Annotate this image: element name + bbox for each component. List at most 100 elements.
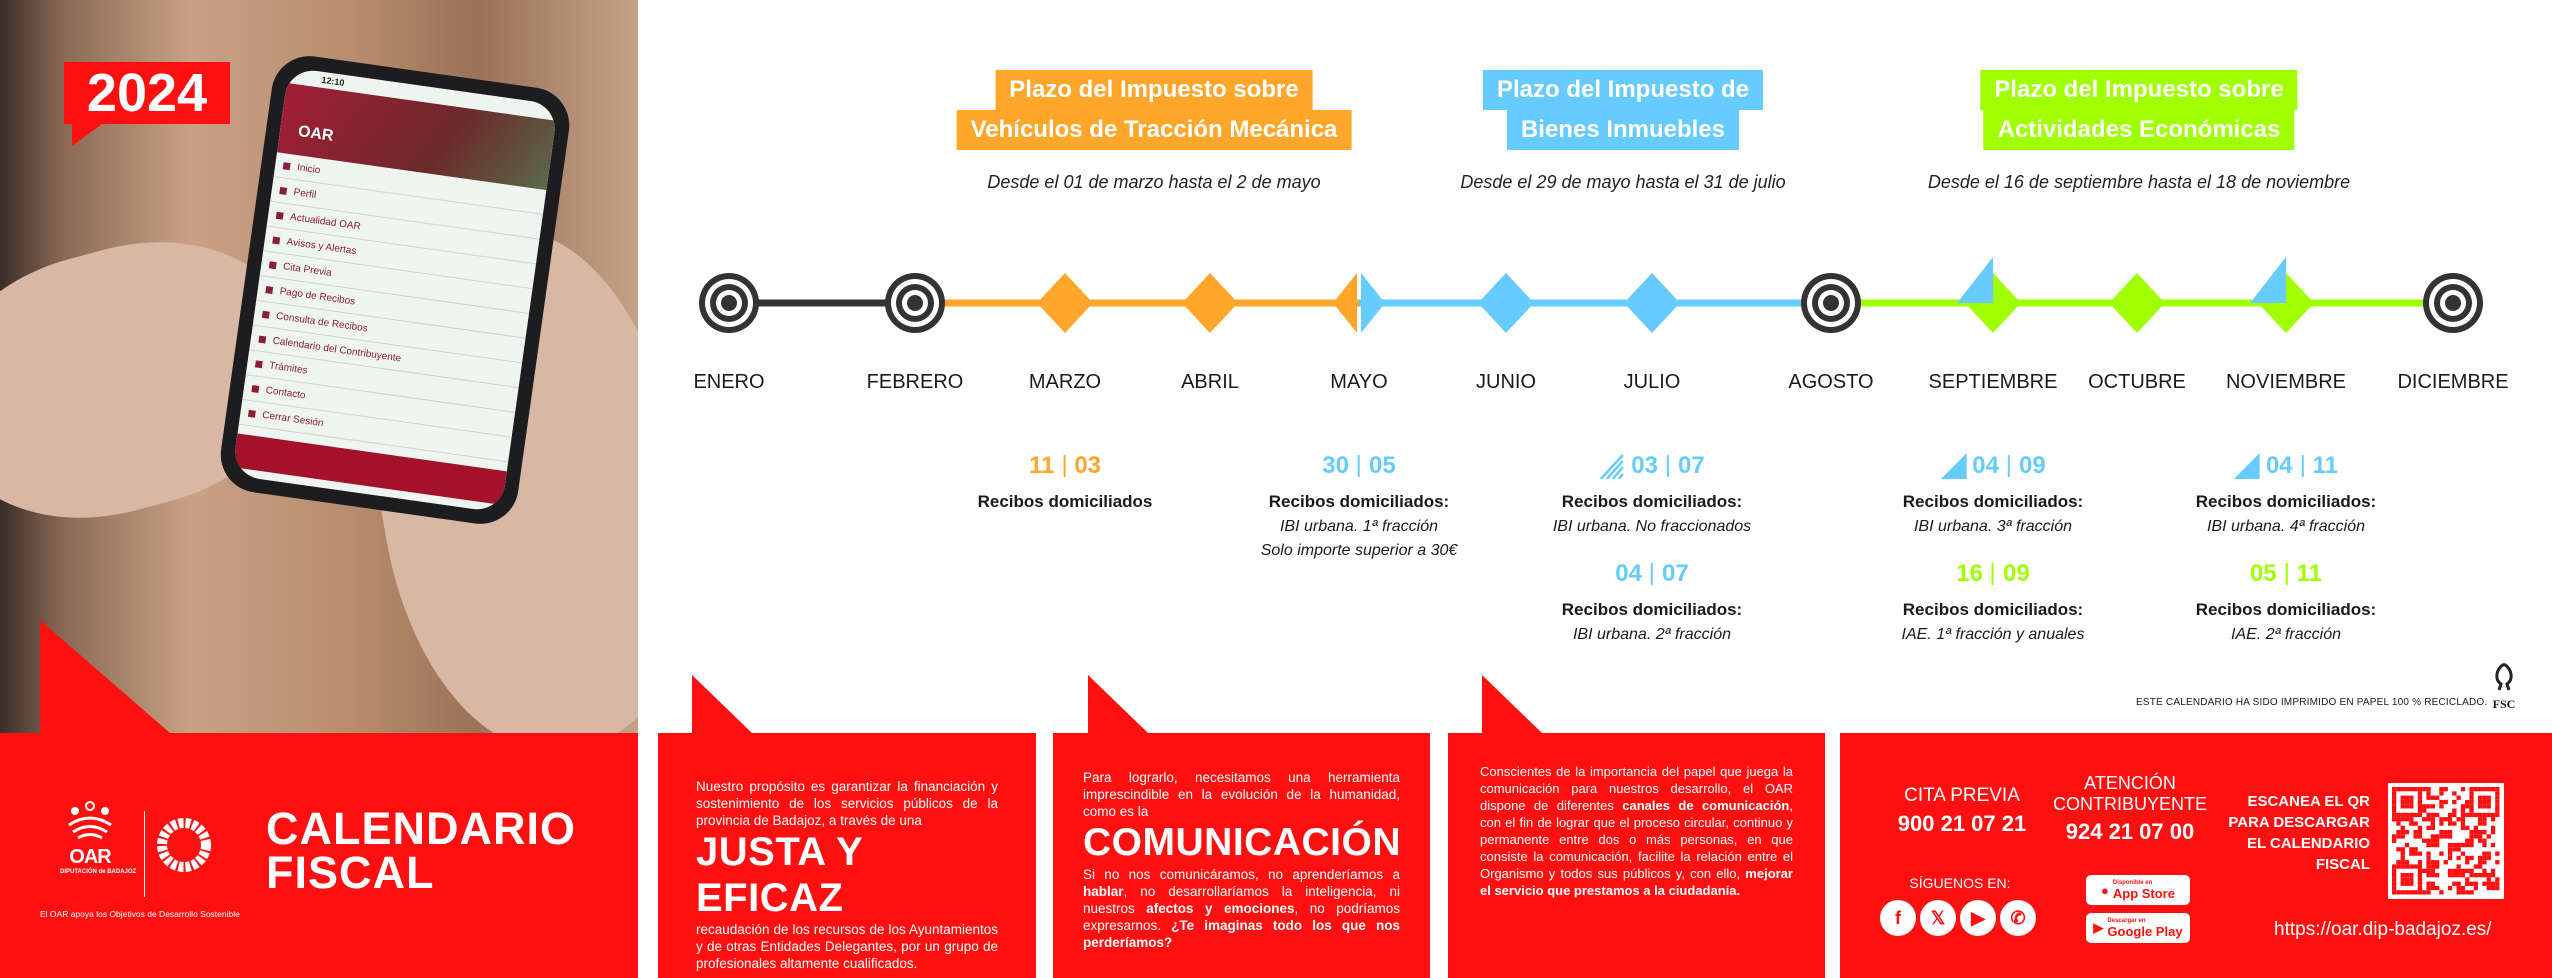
receipt-detail: IAE. 1ª fracción y anuales [1901,626,2085,643]
receipt-label: Recibos domiciliados: [1561,600,1743,619]
tax-title-line: Plazo del Impuesto de [1482,70,1764,110]
receipt-date: 04 11 [2196,452,2376,480]
website-link[interactable]: https://oar.dip-badajoz.es/ [2274,919,2492,940]
qr-code[interactable] [2388,783,2504,899]
receipt-label: Recibos domiciliados: [1268,492,1450,511]
cita-phone[interactable]: 900 21 07 21 [1897,811,2027,836]
whatsapp-icon[interactable]: ✆ [2000,900,2036,936]
body-text: , con el fin de lograr que el proceso ci… [1480,798,1793,881]
oar-crown-icon [68,801,112,840]
google-play-button[interactable]: ▶ Descargar en Google Play [2086,913,2190,943]
receipt-month: 05 [1369,452,1396,479]
month-label: ENERO [693,371,765,393]
month-label: ABRIL [1181,371,1239,393]
tax-title: Plazo del Impuesto de Bienes Inmuebles [1482,70,1764,150]
youtube-icon[interactable]: ▶ [1960,900,1996,936]
month-label: JUNIO [1476,371,1536,393]
receipt-label: Recibos domiciliados: [1902,492,2084,511]
qr-caption-line: FISCAL [2315,856,2370,873]
receipt-label: Recibos domiciliados: [2195,492,2377,511]
receipt-date: 05 11 [2196,560,2376,588]
receipt-month: 09 [2003,560,2030,587]
month-label: MARZO [1028,371,1102,393]
receipt-date: 11 03 [978,452,1153,480]
receipt-label: Recibos domiciliados: [1902,600,2084,619]
receipt-detail: IBI urbana. No fraccionados [1552,518,1752,535]
app-store-button[interactable]: ● Disponible en App Store [2086,875,2190,905]
purpose-headline: JUSTA Y EFICAZ [696,830,863,920]
month-label: DICIEMBRE [2397,371,2509,393]
date-divider [1358,455,1360,477]
receipt-entry: 04 09 Recibos domiciliados: IBI urbana. 3ª … [1903,452,2083,536]
marker-diciembre [2423,273,2483,333]
body-bold: afectos y emociones [1146,901,1295,916]
receipt-entry: 04 11 Recibos domiciliados: IBI urbana. 4ª … [2196,452,2376,536]
red-corner-triangle [40,620,170,733]
atencion-phone[interactable]: 924 21 07 00 [2065,819,2195,844]
receipt-label: Recibos domiciliados: [1561,492,1743,511]
tax-title-line: Plazo del Impuesto sobre [1980,70,2298,110]
panel-triangle [1088,675,1148,733]
receipt-detail: IAE. 2ª fracción [2231,626,2341,643]
appstore-small-label: Disponible en [2112,879,2153,886]
receipt-label: Recibos domiciliados: [2195,600,2377,619]
brand-panel: OAR DIPUTACIÓN de BADAJOZ El OAR apoya l… [0,733,638,978]
receipt-date: 04 09 [1903,452,2083,480]
cita-previa: CITA PREVIA 900 21 07 21 [1892,785,2032,837]
tax-title: Plazo del Impuesto sobre Vehículos de Tra… [956,70,1352,150]
receipt-month: 09 [2019,452,2046,479]
receipt-detail: IBI urbana. 4ª fracción [2206,518,2365,535]
communication-headline: COMUNICACIÓN [1083,821,1401,864]
receipt-date: 03 07 [1553,452,1751,480]
atencion-contribuyente: ATENCIÓN CONTRIBUYENTE 924 21 07 00 [2045,773,2215,845]
date-divider [1063,455,1066,477]
receipt-entry: 30 05 Recibos domiciliados: IBI urbana. 1ª … [1261,452,1458,560]
app-brand: OAR [296,123,335,145]
month-label: MAYO [1330,371,1388,393]
qr-caption-line: PARA DESCARGAR [2228,814,2370,831]
panel-triangle [1482,675,1542,733]
receipt-month: 07 [1678,452,1705,479]
x-icon[interactable]: 𝕏 [1920,900,1956,936]
receipt-entry: 05 11 Recibos domiciliados: IAE. 2ª fracció… [2196,560,2376,644]
receipt-entry: 16 09 Recibos domiciliados: IAE. 1ª fracció… [1902,560,2085,644]
receipt-day: 03 [1631,452,1658,479]
receipt-day: 16 [1956,560,1983,587]
play-label: Google Play [2107,923,2183,939]
tax-title-line: Bienes Inmuebles [1506,110,1740,150]
follow-label: SÍGUENOS EN: [1909,875,2011,891]
receipt-day: 11 [1028,452,1055,479]
marker-noviembre [2250,257,2314,333]
tax-period: Desde el 16 de septiembre hasta el 18 de… [1927,172,2351,192]
body-text: , no desarrollaríamos la inteligencia, n… [1083,884,1400,916]
receipt-day: 04 [2265,452,2293,479]
receipt-day: 30 [1322,452,1349,479]
channels-panel: Conscientes de la importancia del papel … [1448,733,1825,978]
receipt-label: Recibos domiciliados [977,492,1153,511]
receipt-day: 04 [1615,560,1642,587]
tax-title-line: Actividades Económicas [1983,110,2295,150]
fsc-logo: FSC [2486,662,2522,712]
receipt-entry: 11 03 Recibos domiciliados [978,452,1153,512]
marker-octubre [2109,273,2165,333]
receipt-detail: IBI urbana. 3ª fracción [1913,518,2072,535]
play-icon: ▶ [2093,920,2104,935]
ods-wheel-icon [157,818,211,872]
marker-agosto [1801,273,1861,333]
purpose-intro: Nuestro propósito es garantizar la finan… [696,779,998,828]
date-divider [2008,455,2010,477]
date-divider [1651,563,1653,585]
marker-febrero [885,273,945,333]
body-bold: ¿Te imaginas todo los que nos perderíamo… [1083,918,1400,950]
month-label: AGOSTO [1788,371,1874,393]
title-line-2: FISCAL [266,847,435,898]
receipt-month: 07 [1662,560,1689,587]
facebook-icon[interactable]: f [1880,900,1916,936]
purpose-panel: Nuestro propósito es garantizar la finan… [658,733,1036,978]
year-badge: 2024 [64,62,230,146]
purpose-outro: recaudación de los recursos de los Ayunt… [696,922,998,971]
body-bold: canales de comunicación [1622,798,1790,813]
cita-label: CITA PREVIA [1904,785,2020,806]
receipt-detail: IBI urbana. 2ª fracción [1572,626,1731,643]
receipt-month: 03 [1074,452,1102,479]
